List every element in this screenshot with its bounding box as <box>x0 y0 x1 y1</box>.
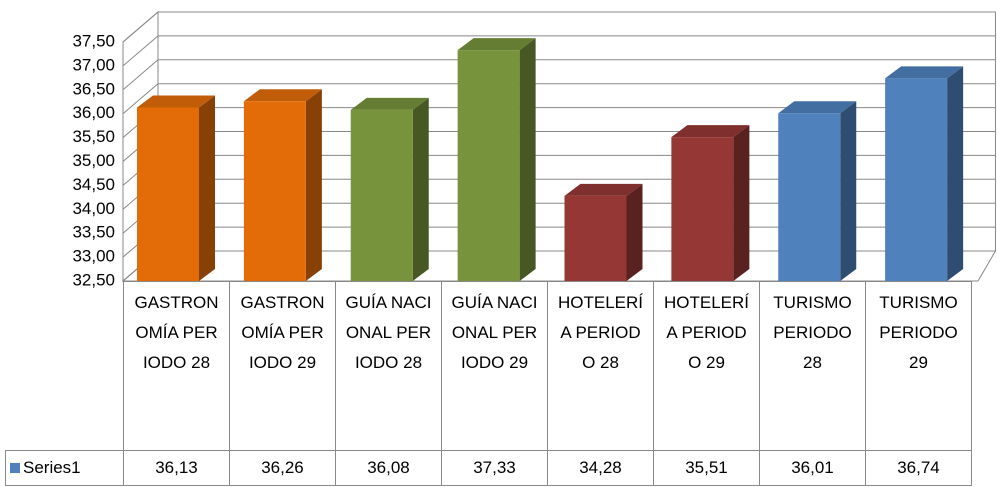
y-tick-label: 36,00 <box>72 103 115 122</box>
bar-face <box>137 107 199 282</box>
y-tick-label: 33,00 <box>72 247 115 266</box>
bar-face <box>671 125 750 138</box>
bar-face <box>199 95 215 282</box>
y-tick-label: 35,50 <box>72 127 115 146</box>
bar-face <box>457 50 520 281</box>
bar <box>243 89 322 281</box>
data-table: GASTRONOMÍA PERIODO 28 GASTRONOMÍA PERIOD… <box>5 281 972 486</box>
x-tick-label: HOTELERÍA PERIODO 29 <box>663 293 750 372</box>
bar-face <box>885 78 948 281</box>
data-label: 37,33 <box>441 450 548 486</box>
bar-face <box>519 38 536 281</box>
y-tick-label: 34,50 <box>72 175 115 194</box>
y-tick-label: 33,50 <box>72 223 115 242</box>
y-tick-label: 34,00 <box>72 199 115 218</box>
grid-line <box>122 35 996 67</box>
data-label: 36,01 <box>759 450 866 486</box>
data-label: 34,28 <box>547 450 654 486</box>
x-tick-label: GUÍA NACIONAL PERIODO 28 <box>345 293 432 372</box>
bar-face <box>733 125 750 281</box>
bar-face <box>412 97 429 281</box>
y-tick-label: 37,00 <box>72 55 115 74</box>
grid-line <box>122 59 996 91</box>
data-label: 36,26 <box>229 450 336 486</box>
x-tick-label: GASTRONOMÍA PERIODO 29 <box>240 293 325 372</box>
data-label: 36,08 <box>335 450 442 486</box>
x-tick-label: GUÍA NACIONAL PERIODO 29 <box>451 293 538 372</box>
data-label: 35,51 <box>653 450 760 486</box>
bar <box>350 97 429 281</box>
y-tick-label: 36,50 <box>72 79 115 98</box>
bar-face <box>243 101 306 281</box>
bar-face <box>137 95 215 108</box>
bar-face <box>350 97 429 110</box>
bar-face <box>840 101 857 281</box>
x-tick-label: HOTELERÍA PERIODO 28 <box>557 293 644 372</box>
bar-face <box>947 66 964 281</box>
bar <box>778 101 857 281</box>
grid-line <box>122 11 996 43</box>
y-tick-label: 37,50 <box>72 31 115 50</box>
bar-face <box>243 89 322 102</box>
bar-face <box>671 137 734 281</box>
bar-face <box>564 183 643 196</box>
bar-face <box>457 38 536 51</box>
bar-face <box>564 195 627 281</box>
bar <box>885 66 964 281</box>
grid-line <box>122 83 996 115</box>
legend-entry: Series1 <box>5 450 124 486</box>
x-tick-label: TURISMO PERIODO 29 <box>879 293 958 372</box>
bar <box>137 95 215 282</box>
data-label: 36,13 <box>123 450 230 486</box>
bar-face <box>885 66 964 79</box>
data-label: 36,74 <box>865 450 972 486</box>
bar <box>564 183 643 281</box>
bar <box>671 125 750 281</box>
legend-label: Series1 <box>23 458 81 477</box>
bar-face <box>778 101 857 114</box>
x-tick-label: TURISMO PERIODO 28 <box>773 293 852 372</box>
bar-face <box>778 113 841 281</box>
bar-face <box>305 89 322 281</box>
x-tick-label: GASTRONOMÍA PERIODO 28 <box>134 293 219 372</box>
bar-face <box>350 109 413 281</box>
y-tick-label: 35,00 <box>72 151 115 170</box>
bar-face <box>626 183 643 281</box>
bar <box>457 38 536 281</box>
